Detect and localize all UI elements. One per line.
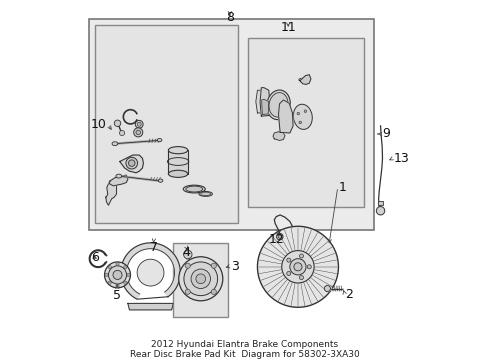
Circle shape: [114, 120, 121, 126]
Text: 4: 4: [182, 246, 190, 259]
Polygon shape: [278, 100, 292, 133]
Circle shape: [137, 122, 141, 126]
Polygon shape: [109, 175, 128, 186]
Circle shape: [108, 281, 111, 284]
Circle shape: [281, 251, 313, 283]
Polygon shape: [272, 132, 285, 140]
Ellipse shape: [168, 170, 187, 177]
Ellipse shape: [183, 185, 205, 193]
Polygon shape: [121, 243, 180, 299]
Circle shape: [185, 263, 190, 268]
Bar: [247, 39, 364, 207]
Circle shape: [185, 289, 190, 294]
Circle shape: [136, 130, 140, 135]
Polygon shape: [120, 155, 143, 173]
Circle shape: [116, 284, 119, 288]
Text: 11: 11: [280, 21, 296, 33]
Ellipse shape: [293, 104, 312, 129]
Circle shape: [299, 275, 303, 280]
Polygon shape: [255, 90, 263, 113]
Bar: [377, 201, 383, 205]
Circle shape: [113, 270, 122, 279]
Circle shape: [108, 266, 126, 284]
Circle shape: [135, 120, 143, 128]
Circle shape: [293, 263, 302, 271]
Circle shape: [276, 233, 283, 240]
Circle shape: [257, 226, 338, 307]
Circle shape: [196, 274, 205, 284]
Text: 7: 7: [149, 241, 158, 254]
Circle shape: [376, 207, 384, 215]
Ellipse shape: [199, 192, 212, 196]
Circle shape: [304, 110, 306, 112]
Text: 5: 5: [113, 289, 121, 302]
Circle shape: [123, 281, 127, 284]
Polygon shape: [260, 87, 269, 116]
Circle shape: [108, 265, 111, 269]
Ellipse shape: [112, 142, 118, 146]
Circle shape: [116, 262, 119, 266]
Text: 6: 6: [91, 251, 99, 264]
Circle shape: [119, 130, 124, 136]
Circle shape: [128, 160, 135, 166]
Circle shape: [306, 265, 311, 269]
Circle shape: [211, 263, 216, 268]
Circle shape: [296, 112, 299, 115]
Circle shape: [183, 262, 217, 296]
Text: 8: 8: [225, 11, 233, 24]
Bar: [168, 150, 187, 174]
Polygon shape: [261, 99, 268, 114]
Ellipse shape: [268, 93, 287, 117]
Polygon shape: [298, 75, 310, 84]
Circle shape: [126, 157, 137, 169]
Ellipse shape: [185, 186, 203, 192]
Ellipse shape: [201, 192, 210, 196]
Text: 2: 2: [344, 288, 352, 301]
Circle shape: [278, 235, 281, 238]
Circle shape: [286, 258, 290, 262]
Ellipse shape: [157, 139, 162, 142]
Circle shape: [298, 121, 301, 124]
Circle shape: [191, 269, 210, 288]
Circle shape: [123, 265, 127, 269]
Circle shape: [104, 262, 130, 288]
Bar: [95, 26, 238, 223]
Circle shape: [104, 273, 108, 276]
Ellipse shape: [266, 90, 290, 120]
Text: 2012 Hyundai Elantra Brake Components
Rear Disc Brake Pad Kit  Diagram for 58302: 2012 Hyundai Elantra Brake Components Re…: [129, 340, 359, 359]
Circle shape: [183, 250, 192, 259]
Polygon shape: [324, 285, 330, 292]
Ellipse shape: [116, 174, 122, 178]
Ellipse shape: [168, 147, 187, 154]
Text: 10: 10: [91, 118, 106, 131]
Circle shape: [286, 271, 290, 275]
Bar: [173, 243, 228, 317]
Circle shape: [299, 254, 303, 258]
Text: 3: 3: [231, 260, 239, 273]
Text: 12: 12: [268, 233, 284, 246]
Text: 9: 9: [382, 127, 389, 140]
Polygon shape: [128, 303, 173, 310]
Circle shape: [137, 259, 163, 286]
Circle shape: [133, 128, 142, 137]
Text: 1: 1: [338, 181, 346, 194]
Circle shape: [211, 289, 216, 294]
Bar: [89, 19, 373, 230]
Polygon shape: [105, 181, 116, 205]
Circle shape: [289, 259, 305, 275]
Text: 13: 13: [393, 152, 408, 165]
Circle shape: [127, 273, 130, 276]
Circle shape: [179, 257, 223, 301]
Ellipse shape: [158, 179, 163, 182]
